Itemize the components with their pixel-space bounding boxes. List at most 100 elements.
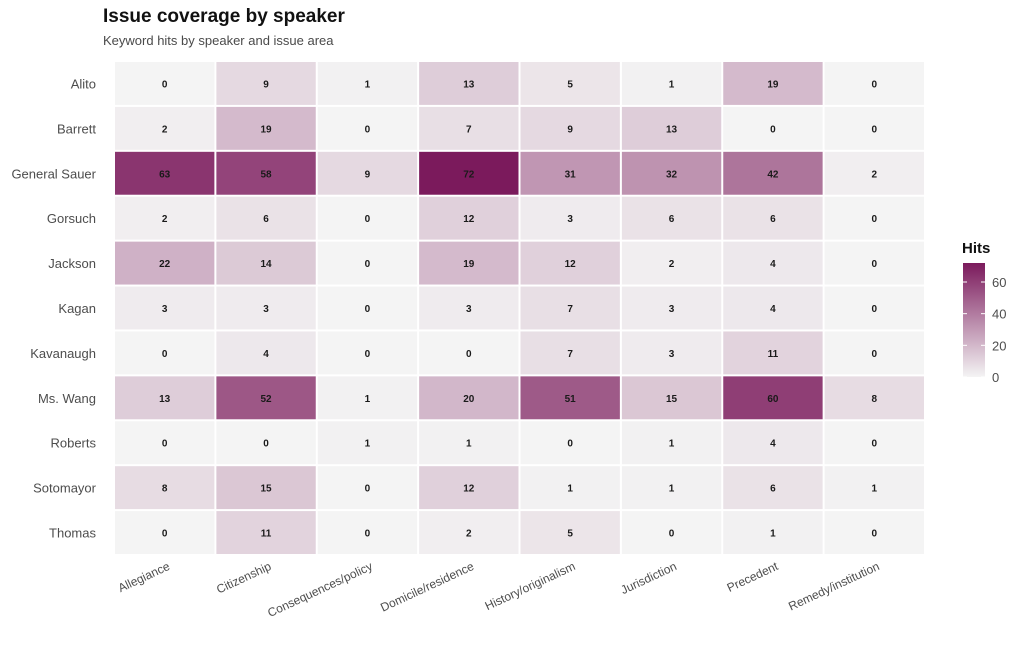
cell-value-label: 6 (669, 214, 675, 225)
cell-value-label: 0 (365, 349, 371, 360)
cell-value-label: 6 (263, 214, 269, 225)
cell-value-label: 0 (365, 529, 371, 540)
heatmap-cell (621, 466, 722, 510)
heatmap-cell (317, 151, 418, 195)
cell-value-label: 4 (770, 259, 776, 270)
cell-value-label: 0 (872, 439, 878, 450)
cell-value-label: 13 (666, 124, 678, 135)
heatmap-cell (317, 196, 418, 240)
heatmap-cell (216, 196, 316, 240)
heatmap-cell (216, 106, 316, 150)
heatmap-cell (621, 376, 722, 420)
legend-tick-label: 60 (992, 275, 1006, 290)
cell-value-label: 3 (669, 304, 675, 315)
cell-value-label: 0 (872, 124, 878, 135)
heatmap-cell (824, 331, 924, 375)
heatmap-cell (216, 62, 316, 105)
heatmap-cell (115, 106, 215, 150)
cell-value-label: 0 (365, 484, 371, 495)
heatmap-cell (115, 151, 215, 195)
heatmap-cell (115, 511, 215, 554)
cell-value-label: 0 (466, 349, 472, 360)
cell-value-label: 19 (767, 79, 779, 90)
cell-value-label: 7 (567, 349, 573, 360)
cell-value-label: 13 (463, 79, 475, 90)
cell-value-label: 6 (770, 214, 776, 225)
cell-value-label: 0 (872, 214, 878, 225)
heatmap-cell (621, 511, 722, 554)
heatmap-cell (824, 62, 924, 105)
heatmap-cell (115, 286, 215, 330)
heatmap-cell (115, 421, 215, 465)
cell-value-label: 1 (365, 394, 371, 405)
cell-value-label: 9 (567, 124, 573, 135)
heatmap-cell (621, 62, 722, 105)
heatmap-cell (520, 151, 620, 195)
heatmap-cell (621, 151, 722, 195)
cell-value-label: 1 (872, 484, 878, 495)
cell-value-label: 3 (162, 304, 168, 315)
heatmap-cell (520, 511, 620, 554)
heatmap-cell (824, 286, 924, 330)
heatmap-cell (621, 286, 722, 330)
heatmap-cells: 0 9 1 13 5 1 19 02 19 0 7 9 13 0 063 58 9 72 31 32 42 22 6 0 12 3… (115, 62, 924, 554)
cell-value-label: 8 (872, 394, 878, 405)
cell-value-label: 2 (669, 259, 675, 270)
heatmap-cell (216, 241, 316, 285)
heatmap-cell (317, 511, 418, 554)
cell-value-label: 0 (162, 529, 168, 540)
cell-value-label: 0 (669, 529, 675, 540)
cell-value-label: 8 (162, 484, 168, 495)
y-tick-label: Sotomayor (33, 481, 97, 496)
heatmap-cell (824, 241, 924, 285)
cell-value-label: 1 (669, 79, 675, 90)
y-tick-label: General Sauer (11, 166, 96, 181)
heatmap-cell (419, 286, 519, 330)
chart-title: Issue coverage by speaker (103, 6, 345, 27)
cell-value-label: 5 (567, 79, 573, 90)
color-legend: Hits 0 20 40 60 (962, 240, 1006, 385)
heatmap-cell (723, 511, 823, 554)
heatmap-cell (723, 62, 823, 105)
heatmap-cell (317, 106, 418, 150)
cell-value-label: 12 (565, 259, 577, 270)
cell-value-label: 0 (162, 349, 168, 360)
cell-value-label: 0 (162, 79, 168, 90)
cell-value-label: 72 (463, 169, 475, 180)
heatmap-cell (419, 62, 519, 105)
heatmap-cell (520, 421, 620, 465)
y-tick-label: Jackson (48, 256, 96, 271)
cell-value-label: 0 (162, 439, 168, 450)
cell-value-label: 0 (365, 304, 371, 315)
legend-tick-label: 40 (992, 307, 1006, 322)
x-tick-label: Precedent (725, 559, 781, 595)
x-tick-label: Domicile/residence (378, 559, 476, 615)
heatmap-cell (723, 151, 823, 195)
x-tick-label: Citizenship (214, 559, 273, 597)
heatmap-cell (723, 466, 823, 510)
cell-value-label: 9 (365, 169, 371, 180)
x-axis-labels: Allegiance CitizenshipConsequences/policy… (116, 559, 882, 620)
cell-value-label: 1 (365, 439, 371, 450)
heatmap-cell (621, 196, 722, 240)
heatmap-cell (824, 106, 924, 150)
heatmap-cell (216, 376, 316, 420)
heatmap-cell (824, 376, 924, 420)
cell-value-label: 31 (565, 169, 577, 180)
cell-value-label: 2 (162, 214, 168, 225)
legend-title: Hits (962, 240, 990, 257)
heatmap-cell (621, 106, 722, 150)
cell-value-label: 1 (567, 484, 573, 495)
heatmap-cell (520, 286, 620, 330)
y-tick-label: Kagan (58, 301, 96, 316)
cell-value-label: 2 (466, 529, 472, 540)
cell-value-label: 0 (567, 439, 573, 450)
cell-value-label: 42 (767, 169, 779, 180)
cell-value-label: 3 (466, 304, 472, 315)
cell-value-label: 5 (567, 529, 573, 540)
heatmap-cell (115, 331, 215, 375)
heatmap-cell (723, 421, 823, 465)
cell-value-label: 1 (770, 529, 776, 540)
cell-value-label: 0 (872, 349, 878, 360)
y-tick-label: Ms. Wang (38, 391, 96, 406)
